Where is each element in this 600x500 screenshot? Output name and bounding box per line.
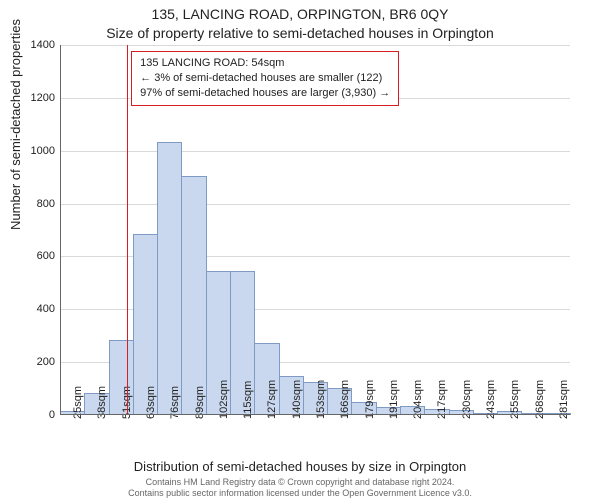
footer: Contains HM Land Registry data © Crown c… [0,477,600,498]
chart-container: 135, LANCING ROAD, ORPINGTON, BR6 0QY Si… [0,0,600,500]
titles: 135, LANCING ROAD, ORPINGTON, BR6 0QY Si… [0,0,600,42]
grid-line [60,151,570,152]
y-tick-label: 200 [15,356,55,368]
histogram-bar [181,176,206,415]
plot-area: 020040060080010001200140025sqm38sqm51sqm… [60,45,570,415]
title-sub: Size of property relative to semi-detach… [0,25,600,42]
y-tick-label: 1400 [15,39,55,51]
title-main: 135, LANCING ROAD, ORPINGTON, BR6 0QY [0,6,600,23]
chart-area: 020040060080010001200140025sqm38sqm51sqm… [60,45,570,415]
x-axis-line [60,414,570,415]
property-marker-line [127,45,128,415]
footer-line-2: Contains public sector information licen… [0,488,600,498]
grid-line [60,45,570,46]
annotation-line: ← 3% of semi-detached houses are smaller… [140,71,390,86]
annotation-line: 97% of semi-detached houses are larger (… [140,86,390,101]
footer-line-1: Contains HM Land Registry data © Crown c… [0,477,600,487]
y-tick-label: 800 [15,198,55,210]
y-tick-label: 1000 [15,145,55,157]
grid-line [60,204,570,205]
y-tick-label: 600 [15,250,55,262]
annotation-line: 135 LANCING ROAD: 54sqm [140,56,390,71]
x-axis-label: Distribution of semi-detached houses by … [0,459,600,474]
y-tick-label: 400 [15,303,55,315]
y-axis-line [60,45,61,415]
histogram-bar [157,142,182,415]
y-tick-label: 1200 [15,92,55,104]
y-tick-label: 0 [15,409,55,421]
annotation-box: 135 LANCING ROAD: 54sqm← 3% of semi-deta… [131,51,399,106]
